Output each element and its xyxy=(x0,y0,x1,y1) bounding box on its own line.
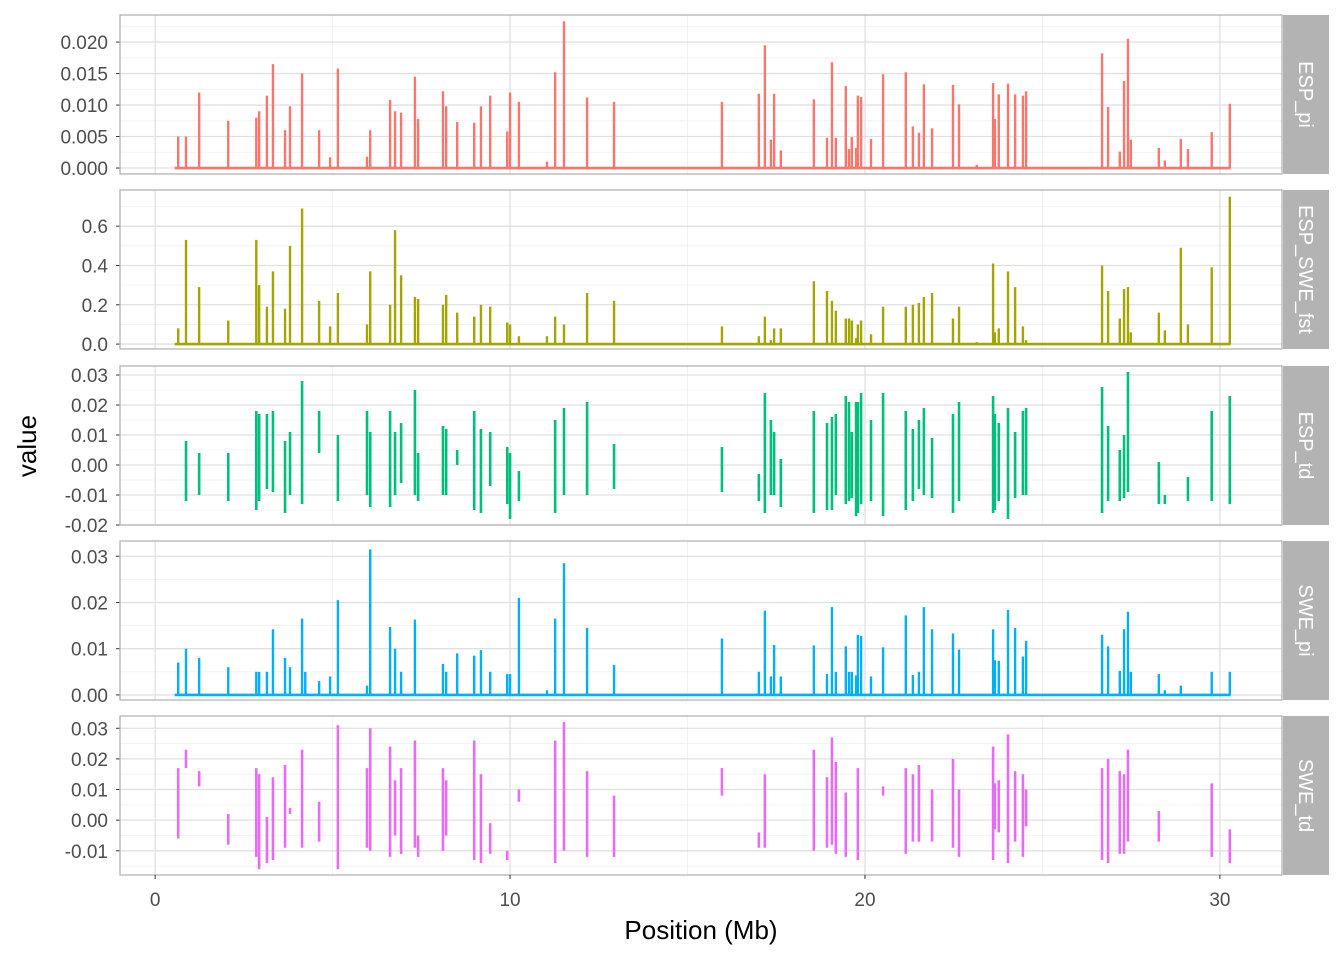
x-axis-title: Position (Mb) xyxy=(624,915,777,945)
panel-background xyxy=(120,716,1282,875)
y-tick-label: 0.01 xyxy=(71,781,108,802)
panel-border xyxy=(119,365,1283,526)
facet-strip-label: ESP_pi xyxy=(1294,61,1316,128)
x-tick-label: 20 xyxy=(854,890,875,911)
panel-background xyxy=(120,541,1282,700)
panel-border xyxy=(119,715,1283,876)
facet-strip xyxy=(1283,716,1329,875)
y-tick-label: 0.01 xyxy=(71,640,108,661)
y-tick-label: 0.015 xyxy=(60,65,108,86)
y-tick-label: 0.00 xyxy=(71,686,108,707)
y-tick-label: 0.000 xyxy=(60,159,108,180)
y-tick-label: 0.0 xyxy=(82,335,108,356)
panel-background xyxy=(120,190,1282,349)
y-tick-label: 0.03 xyxy=(71,719,108,740)
y-tick-label: 0.01 xyxy=(71,426,108,447)
y-tick-label: 0.2 xyxy=(82,296,108,317)
y-tick-label: 0.020 xyxy=(60,33,108,54)
panel-background xyxy=(120,366,1282,525)
panel-border xyxy=(119,189,1283,350)
facet-strip-label: SWE_td xyxy=(1294,759,1316,832)
y-tick-label: 0.00 xyxy=(71,811,108,832)
y-axis-title: value xyxy=(12,415,42,477)
x-tick-label: 0 xyxy=(150,890,161,911)
facet-strip-label: ESP_td xyxy=(1294,412,1316,480)
facet-strip xyxy=(1283,15,1329,174)
y-tick-label: 0.005 xyxy=(60,128,108,149)
y-tick-label: -0.01 xyxy=(65,842,108,863)
y-tick-label: 0.02 xyxy=(71,396,108,417)
panel-border xyxy=(119,540,1283,701)
panel-border xyxy=(119,14,1283,175)
x-tick-label: 10 xyxy=(499,890,520,911)
y-tick-label: 0.4 xyxy=(82,256,109,277)
facet-strip-label: SWE_pi xyxy=(1294,584,1316,656)
facet-strip-label: ESP_SWE_fst xyxy=(1294,205,1316,334)
y-tick-label: 0.6 xyxy=(82,217,108,238)
facet-strip xyxy=(1283,366,1329,525)
y-tick-label: 0.02 xyxy=(71,750,108,771)
y-tick-label: 0.02 xyxy=(71,593,108,614)
y-tick-label: -0.01 xyxy=(65,486,108,507)
y-tick-label: 0.00 xyxy=(71,456,108,477)
x-tick-label: 30 xyxy=(1209,890,1230,911)
facet-strip xyxy=(1283,190,1329,349)
y-tick-label: 0.03 xyxy=(71,547,108,568)
y-tick-label: -0.02 xyxy=(65,516,108,537)
facet-strip xyxy=(1283,541,1329,700)
y-tick-label: 0.010 xyxy=(60,96,108,117)
y-tick-label: 0.03 xyxy=(71,366,108,387)
